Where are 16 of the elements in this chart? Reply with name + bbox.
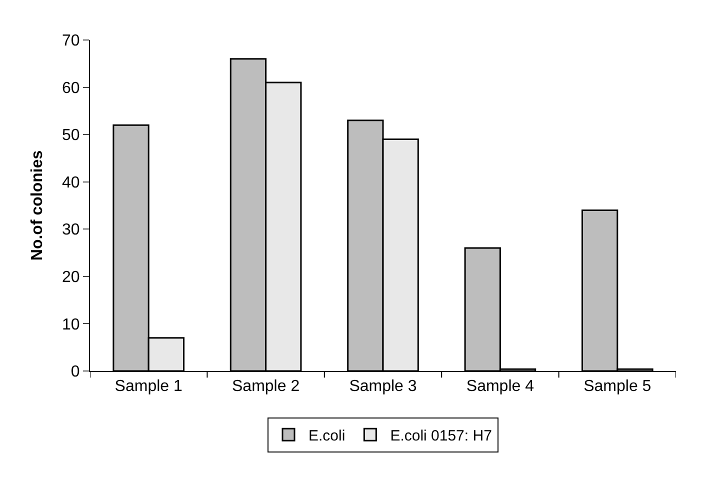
y-tick-label: 0	[70, 364, 80, 381]
y-tick-label: 50	[62, 127, 80, 144]
x-tick-label: Sample 4	[466, 378, 534, 396]
y-tick-label: 70	[62, 32, 80, 50]
legend-label: E.coli 0157: H7	[390, 427, 492, 444]
y-tick-label: 10	[62, 316, 80, 334]
y-tick-label: 60	[62, 80, 80, 97]
x-tick-label: Sample 5	[584, 378, 652, 396]
x-tick-label: Sample 3	[349, 378, 417, 396]
y-axis-title: No.of colonies	[28, 150, 46, 261]
y-tick-label: 20	[62, 269, 80, 286]
y-tick-label: 40	[62, 174, 80, 192]
y-tick-label: 30	[62, 222, 80, 239]
x-tick-label: Sample 1	[114, 378, 182, 396]
x-tick-label: Sample 2	[232, 378, 300, 396]
legend-label: E.coli	[308, 427, 346, 444]
